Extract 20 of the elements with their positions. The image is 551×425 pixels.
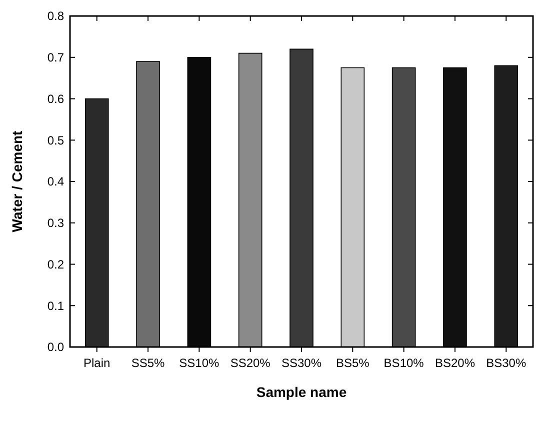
- y-tick-label: 0.6: [47, 92, 64, 106]
- y-axis-title: Water / Cement: [9, 130, 25, 232]
- x-tick-label: SS20%: [230, 356, 271, 370]
- x-tick-label: SS10%: [179, 356, 220, 370]
- x-tick-label: BS20%: [434, 356, 476, 370]
- y-tick-label: 0.0: [47, 340, 64, 354]
- y-tick-label: 0.5: [47, 133, 64, 148]
- x-tick-label: SS5%: [131, 356, 166, 370]
- x-tick-label: BS10%: [384, 356, 424, 370]
- x-tick-label: Plain: [84, 356, 110, 370]
- x-tick-label: SS30%: [281, 356, 322, 370]
- y-tick-label: 0.3: [47, 216, 64, 230]
- y-tick-label: 0.4: [47, 174, 64, 189]
- y-tick-label: 0.8: [47, 9, 64, 24]
- x-tick-label: BS30%: [486, 356, 526, 370]
- y-tick-label: 0.2: [47, 257, 64, 272]
- x-axis-title: Sample name: [256, 384, 347, 400]
- x-tick-label: BS5%: [336, 356, 370, 370]
- y-tick-label: 0.7: [47, 50, 64, 65]
- y-tick-label: 0.1: [47, 298, 64, 313]
